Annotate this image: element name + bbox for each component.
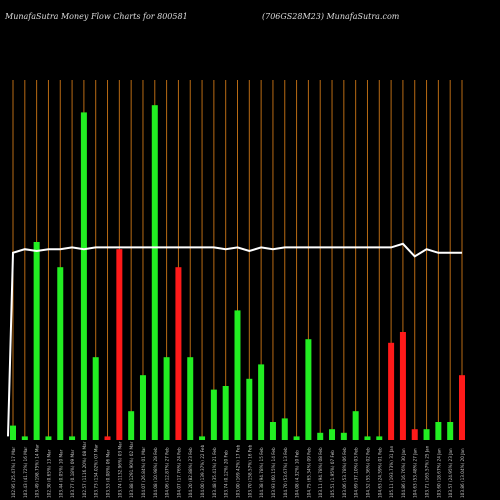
bar: [116, 249, 123, 440]
bar: [199, 436, 206, 440]
x-tick-label: 103.49 (198.75%) 14 Mar: [35, 444, 40, 498]
x-tick-label: 103.86 (13.04%) 20 Jan: [460, 448, 465, 498]
bar: [258, 364, 265, 440]
bar: [104, 436, 111, 440]
bar: [305, 339, 312, 440]
x-tick-label: 103.88 (1291.90%) 02 Mar: [129, 441, 134, 498]
x-tick-label: 103.93 (60.15%) 14 Feb: [271, 447, 276, 498]
bar: [329, 429, 336, 440]
bar: [187, 357, 194, 440]
bar: [139, 375, 146, 440]
x-tick-label: 104.00 (139.37%) 22 Feb: [200, 444, 205, 498]
x-tick-label: 104.08 (4.32%) 10 Feb: [295, 450, 300, 498]
bar: [423, 429, 430, 440]
bar: [92, 357, 99, 440]
bar: [210, 389, 217, 440]
chart-title-right: (706GS28M23) MunafaSutra.com: [262, 12, 400, 21]
x-tick-label: 103.70 (158.57%) 16 Feb: [247, 444, 252, 498]
bar: [222, 386, 229, 440]
price-line: [7, 242, 462, 437]
x-tick-label: 103.11 (94.78%) 08 Feb: [318, 447, 323, 498]
x-tick-label: 103.74 (1132.96%) 03 Mar: [117, 441, 122, 498]
bars: [10, 105, 465, 441]
bar: [69, 436, 76, 440]
x-tick-label: 103.71 (165.57%) 25 Jan: [425, 445, 430, 498]
x-tick-label: 104.06 (12.87%) 27 Feb: [165, 447, 170, 498]
bar: [234, 310, 241, 440]
x-tick-label: 104.07 (26.84%) 01 Mar: [141, 447, 146, 498]
x-tick-label: 104.70 (53.67%) 13 Feb: [283, 447, 288, 498]
bar: [45, 436, 52, 440]
bar: [399, 332, 406, 440]
x-tick-label: 103.57 (24.95%) 23 Jan: [448, 448, 453, 498]
x-tick-label: 103.00 (169.42%) 17 Feb: [236, 444, 241, 498]
bar: [163, 357, 170, 440]
bar: [352, 411, 359, 440]
x-tick-label: 104.63 (24.59%) 01 Feb: [377, 447, 382, 498]
bar: [281, 418, 288, 440]
x-tick-label: 103.53 (0.08%) 06 Mar: [106, 449, 111, 498]
bar: [364, 436, 371, 440]
bar: [376, 436, 383, 440]
bar: [447, 422, 454, 440]
x-tick-label: 103.44 (0.05%) 10 Mar: [58, 449, 63, 498]
x-tick-label: 103.73 (134.02%) 07 Mar: [94, 444, 99, 498]
bar: [80, 112, 87, 441]
x-tick-label: 104.86 (16.76%) 30 Jan: [401, 448, 406, 498]
bar: [435, 422, 442, 440]
x-tick-label: 102.30 (0.65%) 13 Mar: [46, 449, 51, 498]
price-line-group: [7, 242, 462, 437]
x-tick-label: 103.74 (0.12%) 20 Feb: [224, 450, 229, 498]
bar: [459, 375, 465, 440]
x-tick-label: 102.95 (25.47%) 17 Mar: [11, 447, 16, 498]
x-tick-label: 104.69 (37.10%) 03 Feb: [354, 447, 359, 498]
tick-labels: 102.95 (25.47%) 17 Mar 103.43 (41.72%) 16…: [11, 441, 465, 498]
x-tick-label: 104.38 (94.78%) 15 Feb: [259, 447, 264, 498]
x-tick-label: 104.07 (17.76%) 24 Feb: [176, 447, 181, 498]
bar: [21, 436, 28, 440]
bar: [10, 425, 16, 440]
x-tick-label: 104.08 (10.98%) 28 Feb: [153, 447, 158, 498]
bar: [317, 432, 324, 440]
x-tick-label: 105.51 (1.95%) 07 Feb: [330, 450, 335, 498]
x-tick-label: 103.06 (53.78%) 06 Feb: [342, 447, 347, 498]
bar: [340, 432, 347, 440]
x-tick-label: 104.75 (65.34%) 09 Feb: [306, 447, 311, 498]
bar: [151, 105, 158, 440]
x-tick-label: 103.60 (18.67%) 24 Jan: [436, 448, 441, 498]
bar: [411, 429, 418, 440]
x-tick-label: 105.11 (193.73%) 31 Jan: [389, 445, 394, 498]
bar: [57, 267, 64, 440]
x-tick-label: 104.63 (53.48%) 27 Jan: [413, 448, 418, 498]
bar: [246, 378, 253, 440]
bar: [293, 436, 300, 440]
bar: [128, 411, 135, 440]
chart-title-left: MunafaSutra Money Flow Charts for 800581: [5, 12, 188, 21]
bar: [33, 242, 40, 440]
x-tick-label: 103.43 (41.72%) 16 Mar: [23, 447, 28, 498]
bar: [388, 342, 395, 440]
bar: [175, 267, 182, 440]
bar: [269, 422, 276, 440]
x-tick-label: 103.77 (0.18%) 09 Mar: [70, 449, 75, 498]
x-tick-label: 104.20 (82.88%) 23 Feb: [188, 447, 193, 498]
x-tick-label: 102.57 (1116.20%) 08 Mar: [82, 441, 87, 498]
x-tick-label: 103.48 (35.41%) 21 Feb: [212, 447, 217, 498]
x-tick-label: 104.52 (55.36%) 02 Feb: [365, 447, 370, 498]
